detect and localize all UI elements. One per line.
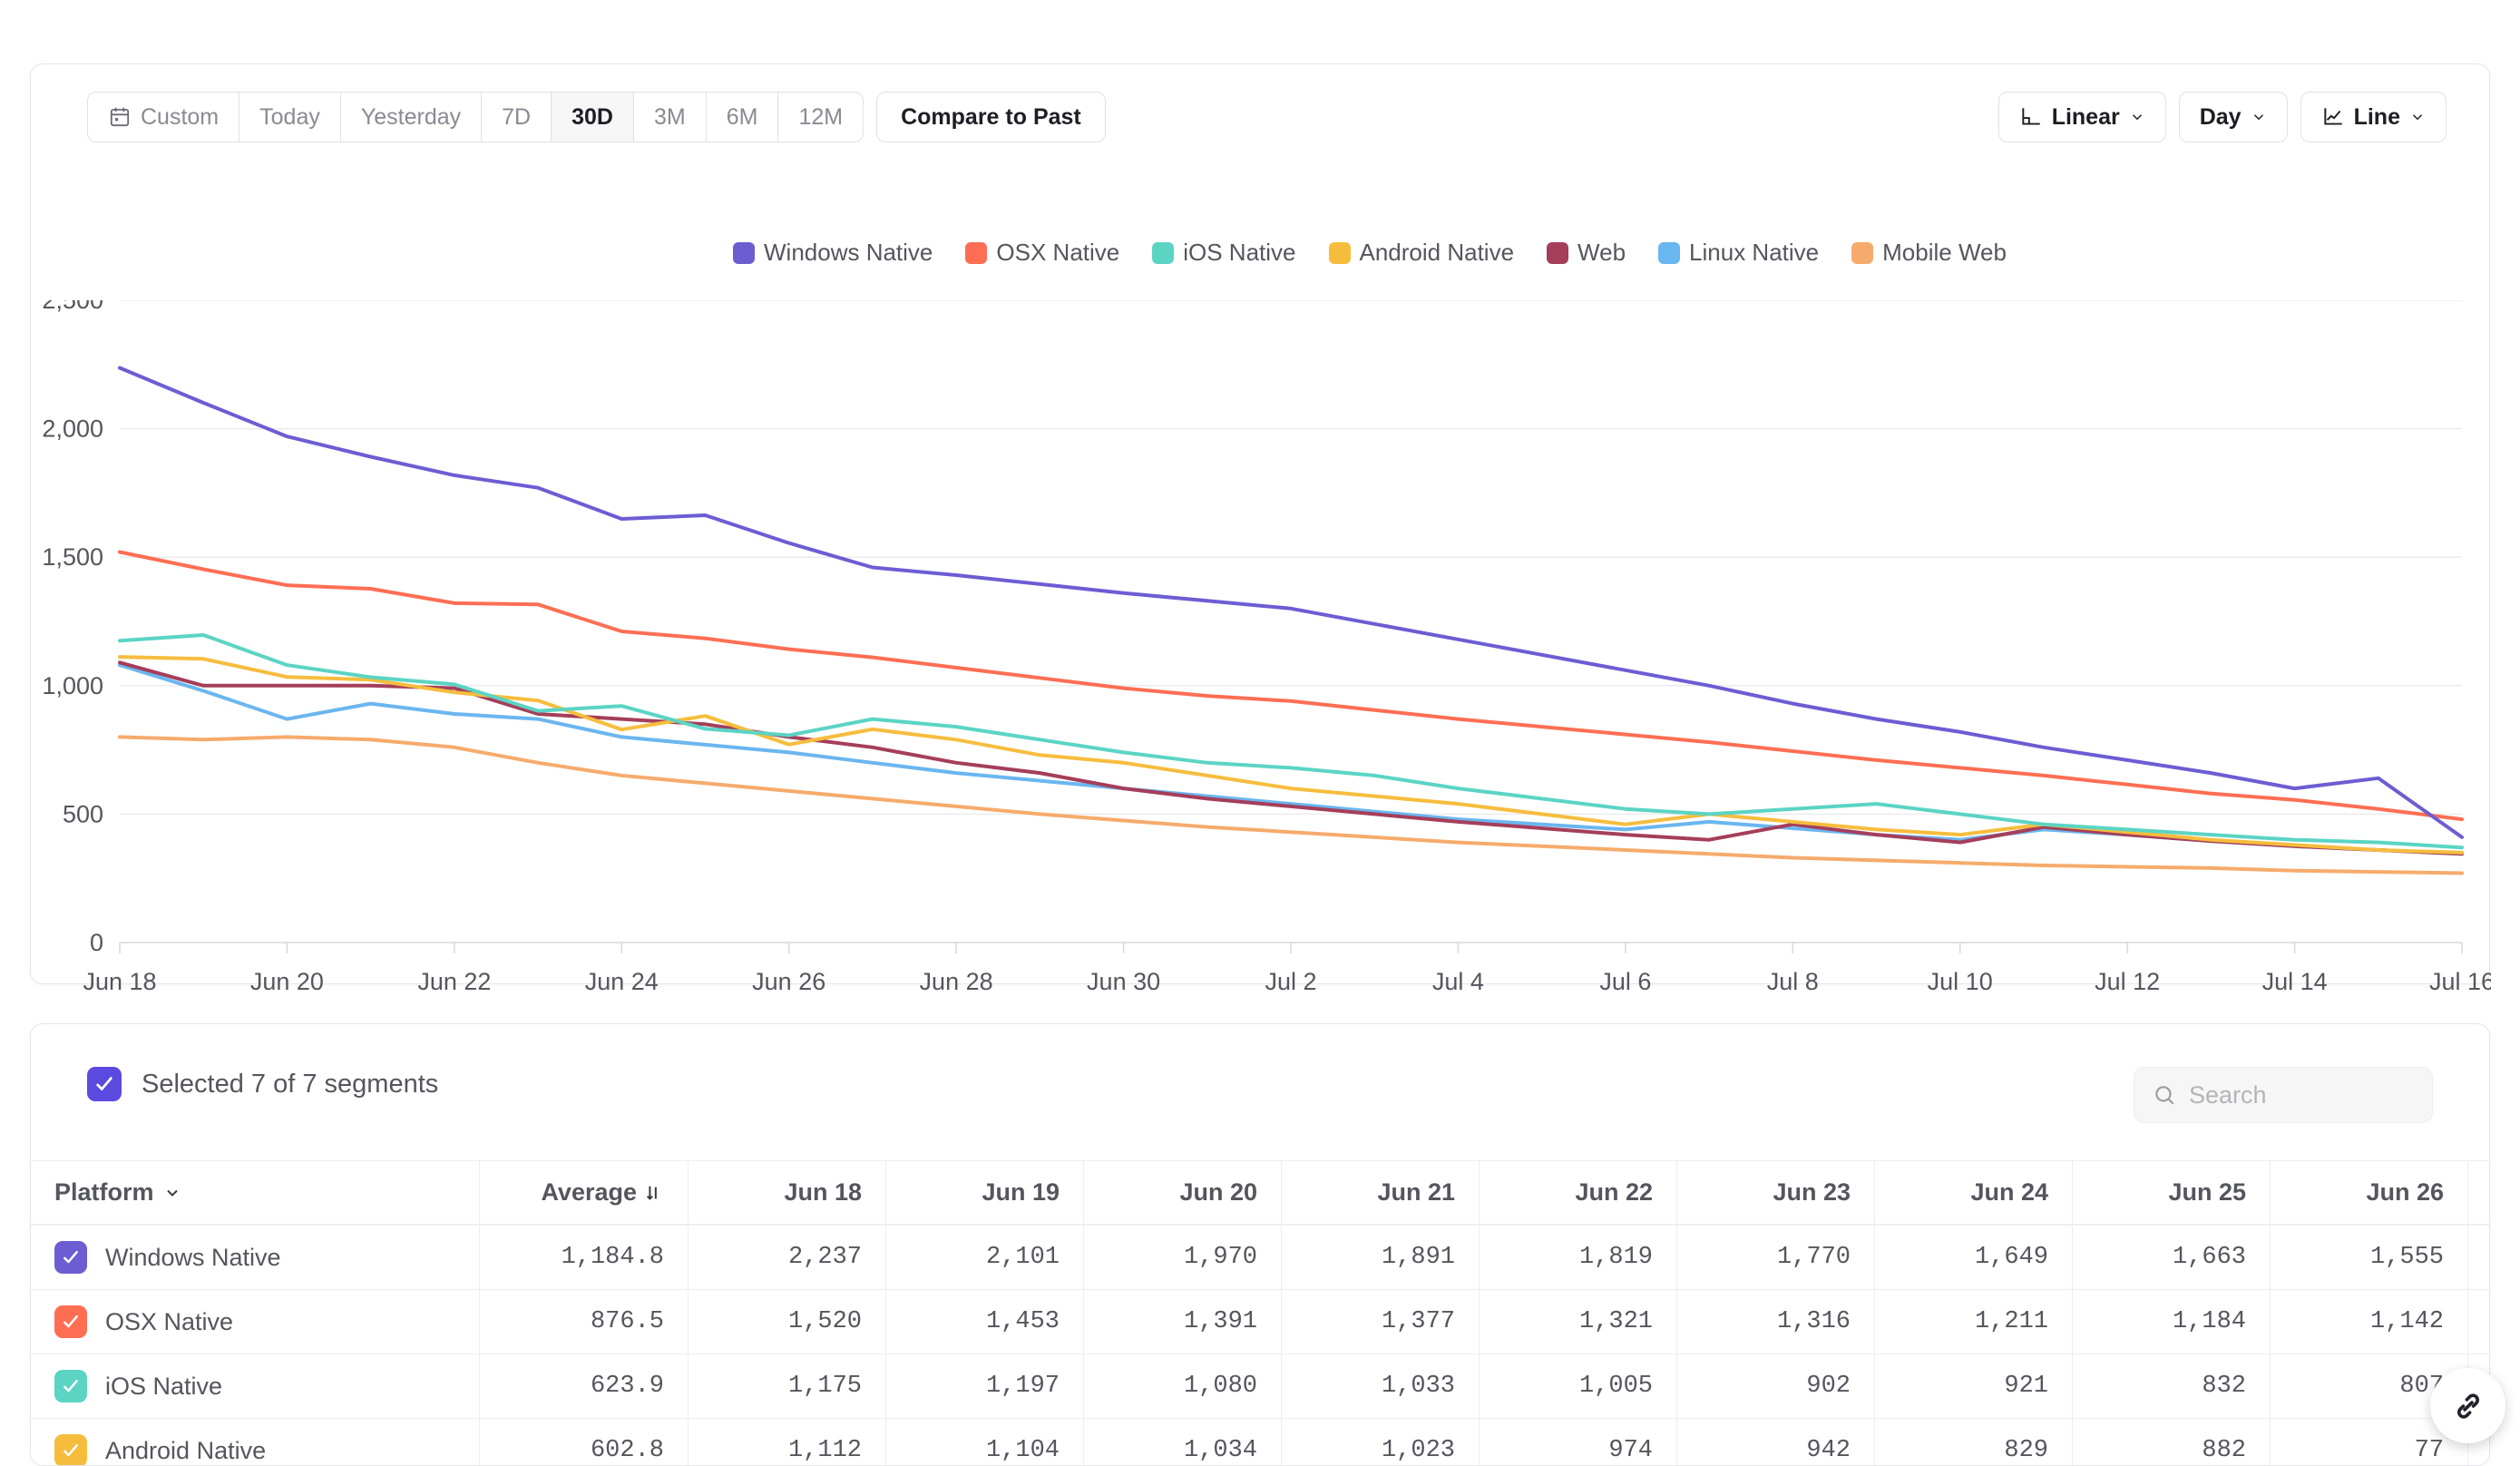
- svg-text:2,000: 2,000: [42, 415, 103, 443]
- svg-text:Jun 26: Jun 26: [752, 968, 825, 995]
- svg-text:Jul 16: Jul 16: [2429, 968, 2491, 995]
- svg-text:1,500: 1,500: [42, 543, 103, 571]
- svg-text:1,000: 1,000: [42, 672, 103, 699]
- svg-text:Jul 6: Jul 6: [1599, 968, 1651, 995]
- svg-text:Jun 18: Jun 18: [83, 968, 156, 995]
- svg-text:Jun 24: Jun 24: [585, 968, 659, 995]
- svg-text:0: 0: [90, 929, 103, 956]
- svg-text:Jul 4: Jul 4: [1432, 968, 1484, 995]
- svg-text:500: 500: [63, 800, 103, 827]
- svg-text:Jul 2: Jul 2: [1265, 968, 1316, 995]
- svg-text:Jun 30: Jun 30: [1087, 968, 1160, 995]
- svg-text:Jun 22: Jun 22: [417, 968, 491, 995]
- svg-text:Jun 28: Jun 28: [920, 968, 993, 995]
- svg-text:Jul 10: Jul 10: [1928, 968, 1993, 995]
- svg-text:Jul 14: Jul 14: [2262, 968, 2328, 995]
- svg-text:Jul 8: Jul 8: [1767, 968, 1819, 995]
- svg-text:2,500: 2,500: [42, 300, 103, 314]
- svg-text:Jul 12: Jul 12: [2095, 968, 2160, 995]
- svg-text:Jun 20: Jun 20: [250, 968, 324, 995]
